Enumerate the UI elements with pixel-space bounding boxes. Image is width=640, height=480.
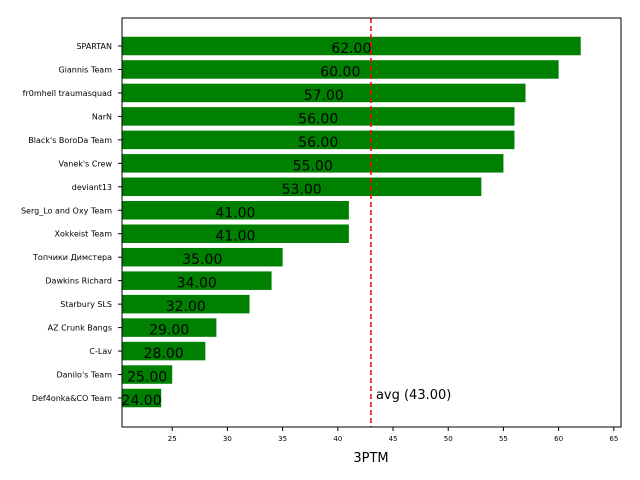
x-tick-label: 30 <box>223 435 232 443</box>
x-tick-label: 25 <box>168 435 177 443</box>
y-tick-label: Black's BoroDa Team <box>28 136 112 145</box>
y-tick-label: Danilo's Team <box>56 371 112 380</box>
y-tick-label: Vanek's Crew <box>59 159 113 168</box>
bar <box>122 107 515 126</box>
y-tick-label: Def4onka&CO Team <box>32 394 112 403</box>
bar <box>122 341 206 361</box>
x-tick-label: 55 <box>499 435 508 443</box>
bar <box>122 154 504 173</box>
bar <box>122 36 581 56</box>
value-label: 35.00 <box>182 252 222 268</box>
bar <box>122 83 526 103</box>
value-label: 25.00 <box>127 370 167 386</box>
value-label: 55.00 <box>293 158 333 174</box>
y-tick-label: Serg_Lo and Oxy Team <box>21 206 112 215</box>
y-tick-label: SPARTAN <box>76 42 112 51</box>
y-tick-label: NarN <box>92 112 112 121</box>
bar <box>122 318 217 337</box>
bar <box>122 247 283 267</box>
value-label: 60.00 <box>320 64 360 80</box>
x-tick-label: 35 <box>278 435 287 443</box>
bar <box>122 294 250 314</box>
value-label: 56.00 <box>298 111 338 127</box>
bar <box>122 177 482 197</box>
value-label: 29.00 <box>149 323 189 339</box>
bar <box>122 271 272 290</box>
y-tick-label: Топчики Димстера <box>32 253 112 262</box>
plot-frame <box>121 17 622 428</box>
value-label: 62.00 <box>331 41 371 57</box>
x-tick-label: 40 <box>333 435 342 443</box>
value-label: 28.00 <box>144 346 184 362</box>
value-label: 53.00 <box>282 182 322 198</box>
y-tick-label: Dawkins Richard <box>45 277 112 286</box>
x-tick-label: 60 <box>554 435 563 443</box>
y-tick-label: C-Lav <box>89 347 112 356</box>
x-tick-label: 65 <box>609 435 618 443</box>
y-tick-label: Starbury SLS <box>60 300 112 309</box>
x-tick-label: 50 <box>444 435 453 443</box>
average-label: avg (43.00) <box>376 388 451 403</box>
y-tick-label: fr0mhell traumasquad <box>23 89 112 98</box>
bar <box>122 60 559 79</box>
value-label: 32.00 <box>166 299 206 315</box>
bar <box>122 224 349 243</box>
value-label: 24.00 <box>122 393 162 409</box>
bar <box>122 130 515 150</box>
x-axis-label: 3PTM <box>353 451 388 466</box>
value-label: 34.00 <box>177 276 217 292</box>
y-tick-label: AZ Crunk Bangs <box>48 324 112 333</box>
bar <box>122 365 173 384</box>
bar <box>122 201 349 220</box>
value-label: 41.00 <box>215 229 255 245</box>
y-tick-label: deviant13 <box>72 183 112 192</box>
y-tick-label: Giannis Team <box>58 65 112 74</box>
x-tick-label: 45 <box>389 435 398 443</box>
value-label: 56.00 <box>298 135 338 151</box>
bar <box>122 388 162 408</box>
value-label: 41.00 <box>215 205 255 221</box>
y-tick-label: Xokkeist Team <box>55 230 113 239</box>
value-label: 57.00 <box>304 88 344 104</box>
